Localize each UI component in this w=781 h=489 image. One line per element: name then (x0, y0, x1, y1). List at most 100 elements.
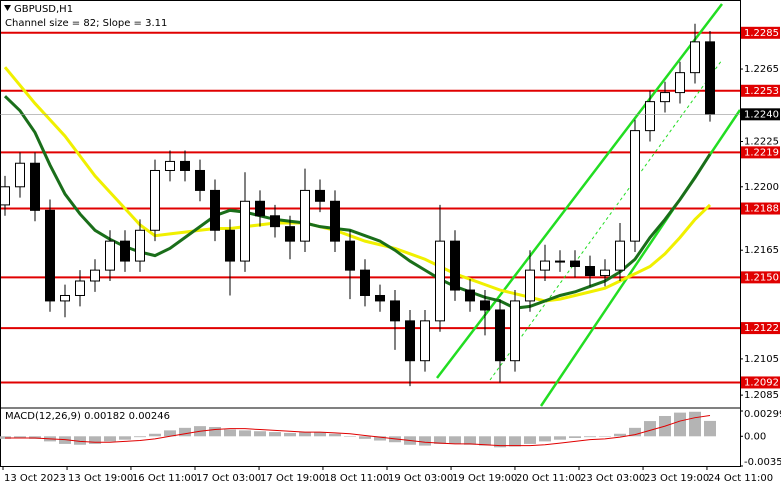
macd-bar (509, 436, 521, 447)
macd-bar (449, 436, 461, 444)
candle-body (225, 229, 235, 262)
level-label: 1.2253 (744, 86, 779, 97)
macd-bar (314, 432, 326, 437)
candle-body (495, 309, 505, 362)
signal-line (5, 414, 711, 447)
x-tick-label: 23 Oct 03:00 (580, 473, 645, 484)
macd-bar (539, 436, 551, 442)
macd-bar (359, 436, 371, 439)
candle-body (630, 130, 640, 242)
candle-body (375, 294, 385, 302)
candle-body (540, 260, 550, 271)
macd-bar (284, 432, 296, 437)
candle-body (0, 186, 10, 206)
macd-bar (119, 436, 131, 440)
candle-body (525, 269, 535, 302)
candle-body (90, 269, 100, 282)
candle-body (405, 320, 415, 362)
x-tick-label: 24 Oct 11:00 (708, 473, 773, 484)
macd-bar (704, 420, 716, 437)
x-tick-label: 13 Oct 19:00 (68, 473, 133, 484)
candle-body (570, 260, 580, 268)
candle-body (660, 92, 670, 103)
macd-bar (479, 436, 491, 446)
candle-body (345, 240, 355, 271)
level-label: 1.2219 (744, 147, 779, 158)
x-tick-label: 17 Oct 19:00 (260, 473, 325, 484)
candle-body (510, 300, 520, 362)
candle-body (45, 209, 55, 302)
candle-body (240, 200, 250, 262)
macd-bar (494, 436, 506, 448)
candle-body (105, 240, 115, 271)
level-label-box (741, 322, 780, 335)
macd-bar (164, 430, 176, 437)
last-price-box (741, 108, 780, 121)
macd-bar (464, 436, 476, 445)
y-tick-label: 1.2165 (744, 245, 779, 256)
chart-subtitle: Channel size = 82; Slope = 3.11 (5, 18, 167, 29)
y-tick-label: 0.00 (744, 431, 766, 442)
candle-body (285, 226, 295, 242)
level-label: 1.2285 (744, 28, 779, 39)
macd-bar (14, 436, 26, 438)
candle-body (330, 200, 340, 242)
macd-bar (569, 436, 581, 438)
macd-bar (104, 436, 116, 442)
candle-body (480, 300, 490, 311)
x-tick-label: 23 Oct 19:00 (644, 473, 709, 484)
candle-body (60, 294, 70, 302)
candle-body (555, 260, 565, 263)
y-tick-label: 1.2105 (744, 354, 779, 365)
macd-bar (584, 436, 596, 438)
macd-bar (149, 433, 161, 437)
candle-body (705, 41, 715, 115)
macd-bar (329, 433, 341, 437)
level-label: 1.2092 (744, 377, 779, 388)
level-label-box (741, 376, 780, 389)
last-price-label: 1.2240 (744, 109, 779, 120)
macd-bar (179, 427, 191, 437)
macd-bar (254, 431, 266, 437)
macd-bar (344, 436, 356, 437)
candle-body (435, 240, 445, 322)
candle-body (180, 160, 190, 171)
chart-title: GBPUSD,H1 (14, 4, 73, 15)
macd-bar (269, 432, 281, 437)
level-label-box (741, 202, 780, 215)
macd-bar (524, 436, 536, 444)
level-label-box (741, 26, 780, 39)
candle-body (30, 162, 40, 211)
x-tick-label: 19 Oct 03:00 (388, 473, 453, 484)
candle-body (150, 169, 160, 231)
candle-body (270, 215, 280, 228)
moving-average (3, 66, 712, 303)
candle-body (135, 229, 145, 262)
candle-body (675, 72, 685, 94)
x-tick-label: 19 Oct 19:00 (452, 473, 517, 484)
candle-body (645, 101, 655, 132)
macd-bar (89, 436, 101, 444)
y-tick-label: 0.00299 (744, 409, 781, 420)
candle-body (420, 320, 430, 362)
macd-bar (599, 436, 611, 437)
candle-body (360, 269, 370, 296)
macd-bar (419, 436, 431, 446)
candle-body (315, 189, 325, 202)
level-label: 1.2150 (744, 272, 779, 283)
candle-body (210, 189, 220, 231)
macd-bar (434, 436, 446, 444)
macd-bar (209, 426, 221, 437)
y-tick-label: -0.00351 (744, 457, 781, 468)
candle-body (450, 240, 460, 291)
x-tick-label: 20 Oct 11:00 (516, 473, 581, 484)
candle-body (15, 162, 25, 188)
x-tick-label: 18 Oct 11:00 (324, 473, 389, 484)
macd-bar (299, 432, 311, 437)
x-tick-label: 17 Oct 03:00 (196, 473, 261, 484)
y-tick-label: 1.2265 (744, 64, 779, 75)
macd-bar (674, 412, 686, 437)
macd-bar (554, 436, 566, 440)
collapse-icon (4, 5, 11, 11)
candle-body (75, 280, 85, 296)
